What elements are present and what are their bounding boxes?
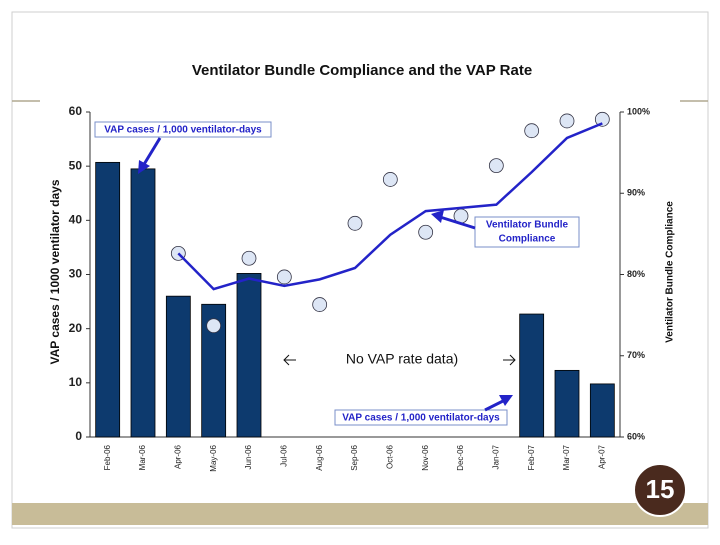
annotation-box: [94, 121, 272, 138]
y-tick-label: 40: [69, 213, 83, 227]
bar: [95, 161, 121, 438]
point: [559, 113, 575, 129]
x-tick-label: Apr-06: [173, 444, 182, 469]
y-tick-label: 60: [69, 104, 83, 118]
y-tick-label: 10: [69, 375, 83, 389]
y-tick-label: 50: [69, 158, 83, 172]
chart-title: Ventilator Bundle Compliance and the VAP…: [192, 62, 532, 79]
x-tick-label: Feb-06: [103, 444, 112, 470]
point: [241, 250, 257, 266]
x-tick-label: Sep-06: [350, 444, 359, 470]
annotation: VAP cases / 1,000 ventilator-days: [104, 125, 262, 136]
arrow: [503, 354, 516, 366]
annotation-box: [334, 409, 508, 426]
annotation: VAP cases / 1,000 ventilator-days: [342, 413, 500, 424]
x-tick-label: Jul-06: [279, 444, 288, 466]
x-tick-label: Mar-07: [562, 444, 571, 470]
point: [418, 224, 434, 240]
x-tick-label: Dec-06: [456, 444, 465, 470]
y2-axis-label: Ventilator Bundle Compliance: [665, 201, 676, 343]
point: [594, 111, 610, 127]
y-axis-label: VAP cases / 1000 ventilator days: [48, 179, 62, 364]
x-tick-label: Aug-06: [315, 444, 324, 470]
point: [206, 318, 222, 334]
annotations: VAP cases / 1,000 ventilator-days VAP ca…: [94, 121, 580, 426]
x-tick-label: Oct-06: [385, 444, 394, 469]
bar: [519, 313, 545, 438]
y-tick-label: 30: [69, 267, 83, 281]
point: [276, 269, 292, 285]
annotation: No VAP rate data): [346, 351, 458, 367]
point: [347, 215, 363, 231]
y2-tick-label: 60%: [627, 431, 645, 441]
annotation-box: [474, 216, 580, 248]
bar: [554, 369, 580, 438]
footer-bar: [12, 503, 708, 525]
y2-tick-label: 70%: [627, 350, 645, 360]
point: [312, 297, 328, 312]
point: [382, 172, 398, 187]
slide-number-badge: [633, 463, 687, 517]
slide-number: 15: [646, 474, 675, 504]
arrow: [439, 215, 476, 230]
y2-tick-label: 100%: [627, 106, 650, 116]
arrow: [141, 137, 162, 167]
x-tick-label: May-06: [209, 444, 218, 471]
y2-tick-label: 90%: [627, 188, 645, 198]
trend-line: [177, 122, 603, 291]
bar: [130, 168, 156, 438]
y2-tick-label: 80%: [627, 269, 645, 279]
arrow-head: [138, 160, 150, 174]
bar: [236, 273, 262, 438]
bar: [165, 295, 191, 438]
plot: 0 10 20 30 40 50 60 60% 70% 80% 90% 100% Feb-06 Mar-0…: [69, 104, 650, 472]
annotation: Ventilator Bundle: [486, 220, 569, 231]
x-tick-label: Nov-06: [421, 444, 430, 470]
x-tick-label: Jan-07: [491, 444, 500, 469]
arrow-head: [499, 395, 513, 406]
arrow: [283, 354, 296, 366]
x-tick-label: Apr-07: [597, 444, 606, 469]
slide-frame: [11, 11, 709, 529]
bar: [589, 383, 615, 438]
arrow: [484, 398, 506, 412]
arrow-head: [431, 210, 444, 223]
x-tick-label: Mar-06: [138, 444, 147, 470]
x-tick-label: Jun-06: [244, 444, 253, 469]
y-tick-label: 20: [69, 321, 83, 335]
point: [488, 158, 504, 174]
y-tick-label: 0: [75, 429, 82, 443]
annotation: Compliance: [499, 234, 556, 245]
point: [524, 123, 540, 139]
x-tick-label: Feb-07: [527, 444, 536, 470]
